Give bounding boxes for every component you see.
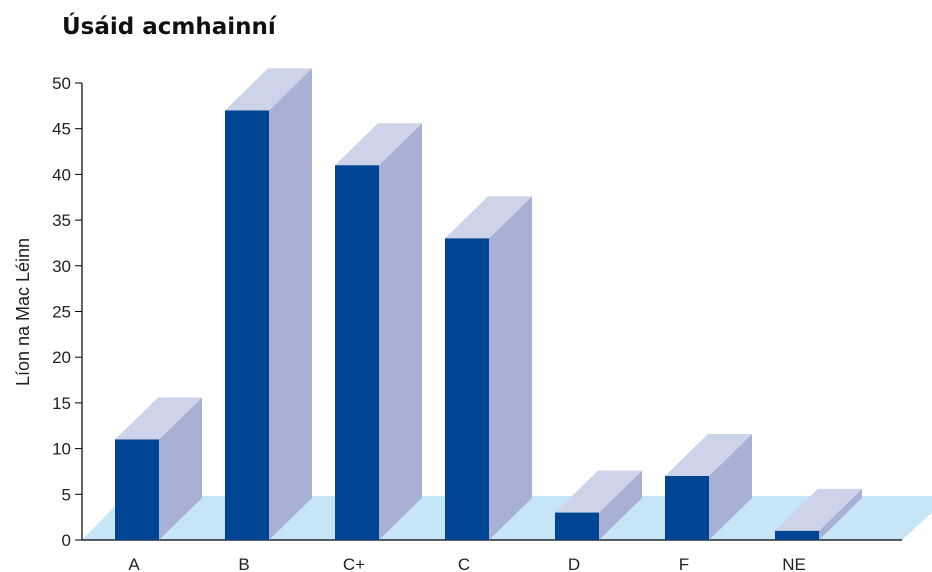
y-axis-label: Líon na Mac Léinn bbox=[13, 238, 33, 386]
bar-side bbox=[379, 123, 422, 540]
bar-front bbox=[775, 530, 819, 540]
y-tick-label: 45 bbox=[52, 120, 71, 139]
bar-top bbox=[665, 434, 752, 477]
bar bbox=[115, 397, 202, 540]
bar-top bbox=[445, 196, 532, 239]
x-tick-label: A bbox=[128, 555, 140, 572]
bar-front bbox=[555, 512, 599, 540]
bar-front bbox=[665, 476, 709, 540]
bar-front bbox=[225, 110, 269, 541]
x-tick-label: D bbox=[568, 555, 580, 572]
x-tick-label: NE bbox=[782, 555, 806, 572]
bar-side bbox=[819, 488, 862, 540]
x-tick-label: B bbox=[238, 555, 249, 572]
bar-side bbox=[159, 397, 202, 540]
bar-side bbox=[489, 196, 532, 540]
y-tick-label: 25 bbox=[52, 303, 71, 322]
bar-top bbox=[555, 470, 642, 513]
x-tick-label: C bbox=[458, 555, 470, 572]
chart-title: Úsáid acmhainní bbox=[62, 14, 276, 40]
x-tick-label: F bbox=[679, 555, 689, 572]
y-tick-label: 0 bbox=[62, 531, 71, 550]
bar bbox=[775, 488, 862, 540]
y-tick-label: 30 bbox=[52, 257, 71, 276]
bar bbox=[665, 434, 752, 540]
bar-front bbox=[335, 165, 379, 540]
y-tick-label: 35 bbox=[52, 211, 71, 230]
bar-side bbox=[599, 470, 642, 540]
y-tick-label: 10 bbox=[52, 440, 71, 459]
bar-top bbox=[225, 68, 312, 111]
y-tick-label: 5 bbox=[62, 485, 71, 504]
y-tick-label: 50 bbox=[52, 74, 71, 93]
bar bbox=[335, 123, 422, 540]
bar-top bbox=[335, 123, 422, 166]
bar bbox=[555, 470, 642, 540]
bar bbox=[225, 68, 312, 541]
x-tick-label: C+ bbox=[343, 555, 365, 572]
y-tick-label: 15 bbox=[52, 394, 71, 413]
bar-top bbox=[115, 397, 202, 440]
bar-side bbox=[709, 434, 752, 540]
bar-front bbox=[445, 238, 489, 540]
y-tick-label: 20 bbox=[52, 348, 71, 367]
bar-side bbox=[269, 68, 312, 541]
bar bbox=[445, 196, 532, 540]
bar-front bbox=[115, 439, 159, 540]
y-tick-label: 40 bbox=[52, 165, 71, 184]
bar-top bbox=[775, 488, 862, 531]
